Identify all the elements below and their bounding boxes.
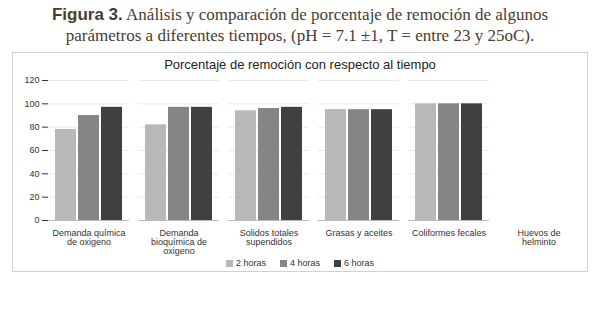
svg-text:0: 0 [34, 215, 39, 225]
html-text:Porcentaje de remoción con res: Porcentaje de remoción con respecto al t… [164, 57, 436, 72]
svg-text:Demandabioquímica deoxigeno: Demandabioquímica deoxigeno [151, 228, 207, 256]
svg-text:Solidos totalessupendidos: Solidos totalessupendidos [240, 228, 299, 247]
svg-text:Grasas y aceites: Grasas y aceites [325, 228, 393, 238]
html-text:6 horas: 6 horas [344, 258, 374, 268]
html-text:4 horas: 4 horas [290, 258, 320, 268]
svg-text:Huevos dehelminto: Huevos dehelminto [517, 228, 560, 247]
html-text:Figura 3. Análisis y comparaci: Figura 3. Análisis y comparación de porc… [51, 5, 549, 45]
svg-text:100: 100 [24, 99, 39, 109]
svg-text:40: 40 [29, 169, 39, 179]
svg-text:Demanda químicade oxigeno: Demanda químicade oxigeno [52, 228, 125, 247]
svg-text:20: 20 [29, 192, 39, 202]
svg-text:80: 80 [29, 122, 39, 132]
html-text:2 horas: 2 horas [236, 258, 266, 268]
svg-text:60: 60 [29, 145, 39, 155]
svg-text:120: 120 [24, 75, 39, 85]
svg-text:Coliformes fecales: Coliformes fecales [412, 228, 487, 238]
